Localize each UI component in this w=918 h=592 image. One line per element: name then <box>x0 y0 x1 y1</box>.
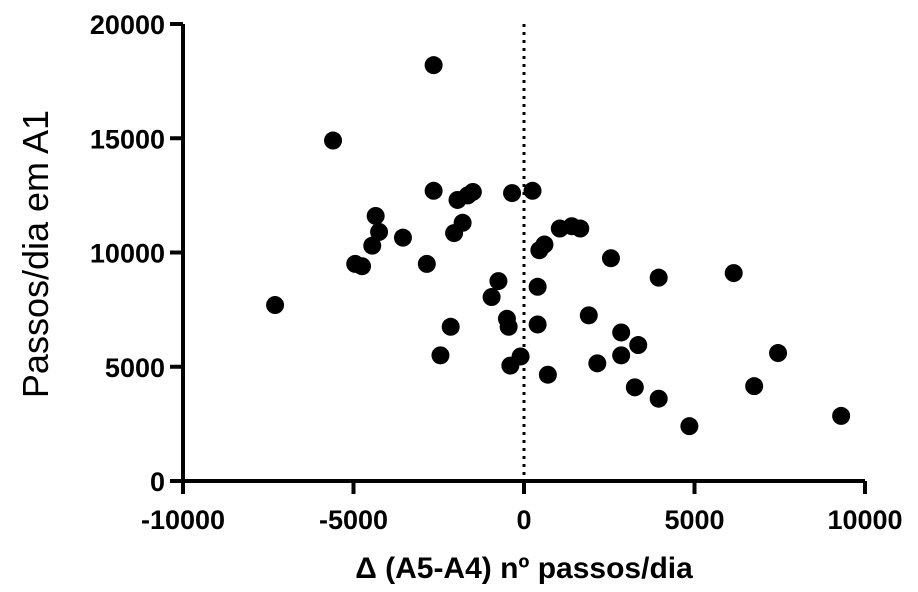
data-points <box>266 56 851 436</box>
data-point <box>535 235 554 254</box>
data-point <box>370 222 389 241</box>
data-point <box>453 213 472 232</box>
data-point <box>832 406 851 425</box>
data-point <box>266 296 285 315</box>
x-tick-labels: -10000 -5000 0 5000 10000 <box>141 505 903 535</box>
data-point <box>649 389 668 408</box>
x-tick-label: 0 <box>516 505 531 535</box>
data-point <box>724 264 743 283</box>
data-point <box>528 277 547 296</box>
data-point <box>625 378 644 397</box>
data-point <box>680 417 699 436</box>
data-point <box>503 184 522 203</box>
data-point <box>353 257 372 276</box>
data-point <box>463 182 482 201</box>
y-tick-label: 15000 <box>90 124 165 154</box>
data-point <box>393 228 412 247</box>
y-tick-label: 20000 <box>90 10 165 40</box>
data-point <box>499 317 518 336</box>
y-axis-label: Passos/dia em A1 <box>15 110 56 398</box>
x-tick-label: -10000 <box>141 505 225 535</box>
data-point <box>441 317 460 336</box>
data-point <box>366 206 385 225</box>
data-point <box>431 346 450 365</box>
data-point <box>571 219 590 238</box>
data-point <box>588 354 607 373</box>
x-tick-label: -5000 <box>319 505 388 535</box>
data-point <box>629 336 648 355</box>
y-tick-label: 5000 <box>105 353 165 383</box>
data-point <box>579 306 598 325</box>
data-point <box>523 181 542 200</box>
data-point <box>649 268 668 287</box>
data-point <box>424 56 443 75</box>
data-point <box>538 365 557 384</box>
axes <box>170 22 867 494</box>
data-point <box>417 254 436 273</box>
data-point <box>528 315 547 334</box>
y-tick-label: 0 <box>150 467 165 497</box>
x-tick-label: 5000 <box>664 505 724 535</box>
x-axis-label: Δ (A5-A4) nº passos/dia <box>355 552 693 585</box>
data-point <box>612 323 631 342</box>
data-point <box>363 236 382 255</box>
data-point <box>324 131 343 150</box>
data-point <box>511 347 530 366</box>
y-tick-label: 10000 <box>90 239 165 269</box>
data-point <box>482 288 501 307</box>
x-tick-label: 10000 <box>827 505 902 535</box>
data-point <box>424 181 443 200</box>
data-point <box>745 377 764 396</box>
data-point <box>612 346 631 365</box>
data-point <box>769 344 788 363</box>
data-point <box>489 272 508 291</box>
y-tick-labels: 0 5000 10000 15000 20000 <box>90 10 165 497</box>
data-point <box>601 249 620 268</box>
